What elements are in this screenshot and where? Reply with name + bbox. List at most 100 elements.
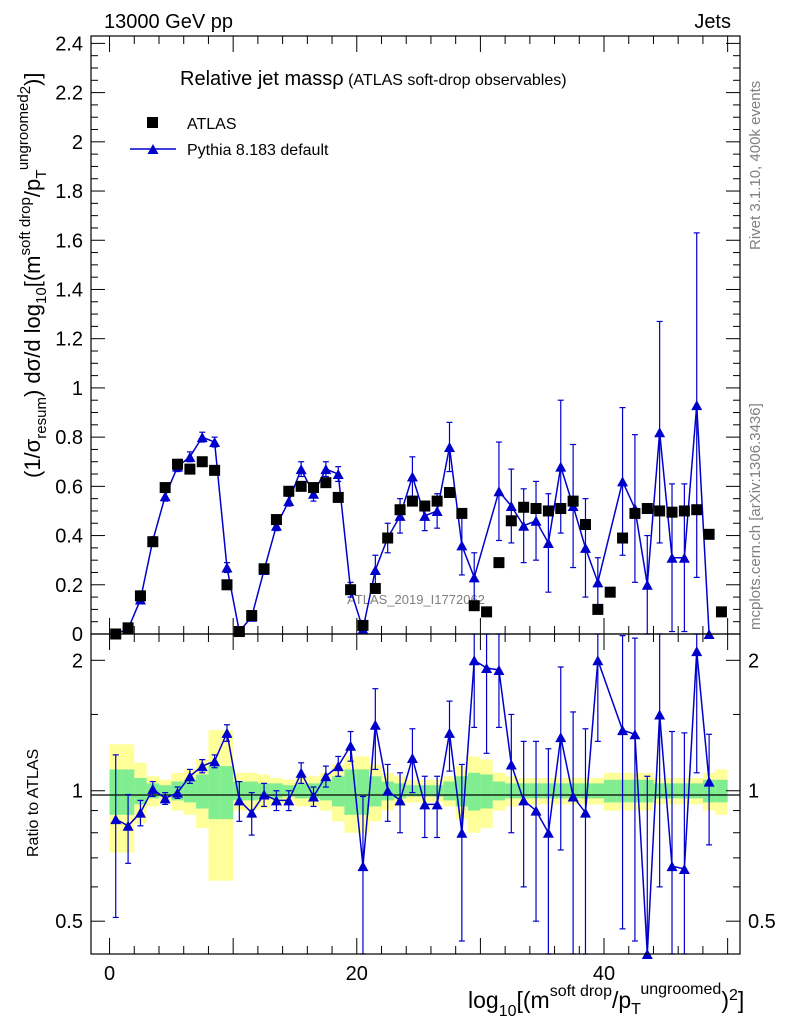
band-inner-bin [369,776,382,807]
ratio-mc-point [270,795,282,806]
mc-point [196,432,208,443]
legend: ATLAS Pythia 8.183 default [130,116,329,159]
x-tick-label: 40 [593,963,615,985]
band-inner-bin [220,766,234,820]
ratio-mc-point [592,655,604,666]
mc-point [406,471,418,482]
band-inner-bin [245,781,258,801]
mc-point [592,577,604,588]
ratio-y-tick-label: 1 [72,781,83,803]
data-point [703,528,715,540]
ratio-mc-point [122,820,134,831]
main-y-tick-label: 1 [72,378,83,400]
ratio-mc-point [221,727,233,738]
mc-point [542,537,554,548]
mc-point [394,510,406,521]
main-y-axis-title: (1/σresum) dσ/d log10[(msoft drop/pTungr… [15,72,50,478]
ratio-mc-point [246,807,258,818]
band-inner-bin [332,776,345,807]
data-point [641,502,653,514]
ratio-y-tick-label: 0.5 [55,911,83,933]
main-x-ticks [109,36,729,634]
legend-data-marker [147,117,158,128]
ratio-mc-point [456,827,468,838]
ratio-mc-point [159,793,171,804]
mc-point [555,461,567,472]
data-point [369,582,381,594]
ratio-mc-point [406,753,418,764]
band-inner-bin [715,779,728,803]
ratio-mc-point [320,771,332,782]
mc-point [320,464,332,475]
data-point [246,610,258,622]
band-inner-bin [121,769,135,815]
data-point [678,505,690,517]
mc-point [295,464,307,475]
data-point [295,480,307,492]
data-point [357,619,369,631]
data-point [258,563,270,575]
ratio-panel: 0.5 0.5 1 1 2 2 0 20 40 [55,633,776,985]
ratio-mc-point [691,646,703,657]
main-y-tick-label: 2.2 [55,83,83,105]
mc-point [617,476,629,487]
data-point [184,463,196,475]
mc-point [579,542,591,553]
main-y-tick-label: 0.2 [55,575,83,597]
main-y-tick-label: 1.6 [55,230,83,252]
legend-mc-marker [147,144,159,154]
data-point [320,477,332,489]
data-series [110,456,727,640]
ratio-mc-point [134,807,146,818]
data-point [122,622,134,634]
data-point [468,600,480,612]
ratio-y-ticks: 0.5 0.5 1 1 2 2 [55,650,776,933]
ratio-mc-point [617,725,629,736]
band-inner-bin [443,781,456,801]
mc-point [505,501,517,512]
main-y-tick-label: 1.2 [55,329,83,351]
analysis-watermark: ATLAS_2019_I1772062 [347,592,485,607]
mc-point [691,400,703,411]
ratio-mc-point [518,795,530,806]
data-point [270,514,282,526]
plot-title-sub: (ATLAS soft-drop observables) [344,72,567,89]
ratio-mc-point [394,795,406,806]
band-inner-bin [134,778,147,805]
ratio-y-tick-label-right: 2 [748,650,759,672]
main-y-tick-label: 1.8 [55,181,83,203]
ratio-y-tick-label-right: 1 [748,781,759,803]
ratio-mc-point [419,799,431,810]
data-point [629,507,641,519]
data-point [345,584,357,596]
main-y-tick-label: 0.6 [55,476,83,498]
ratio-mc-point [654,709,666,720]
plot-title: Relative jet massρ (ATLAS soft-drop obse… [180,68,567,90]
main-y-ticks: 0 0.2 0.4 0.6 0.8 1 1.2 1.4 1.6 1.8 2 2.2 2.4 [55,33,740,646]
data-point [209,464,221,476]
rivet-info-label: Rivet 3.1.10, 400k events [747,81,764,250]
band-inner-bin [356,769,370,815]
mc-point [456,540,468,551]
mc-point [431,505,443,516]
data-point [530,502,542,514]
ratio-mc-point [233,795,245,806]
mc-point [221,562,233,573]
ratio-mc-point [196,761,208,772]
band-inner-bin [196,774,209,809]
data-point [443,486,455,498]
band-inner-bin [591,783,605,799]
main-y-tick-label: 0.8 [55,427,83,449]
band-inner-bin [294,783,308,799]
ratio-mc-point [468,655,480,666]
data-point [159,482,171,494]
ratio-mc-point [481,662,493,673]
data-point [555,502,567,514]
ratio-mc-point [703,776,715,787]
data-point [382,532,394,544]
data-point [617,532,629,544]
mc-point [666,552,678,563]
main-y-tick-label: 2.4 [55,33,83,55]
data-point [604,586,616,598]
ratio-mc-point [110,814,122,825]
